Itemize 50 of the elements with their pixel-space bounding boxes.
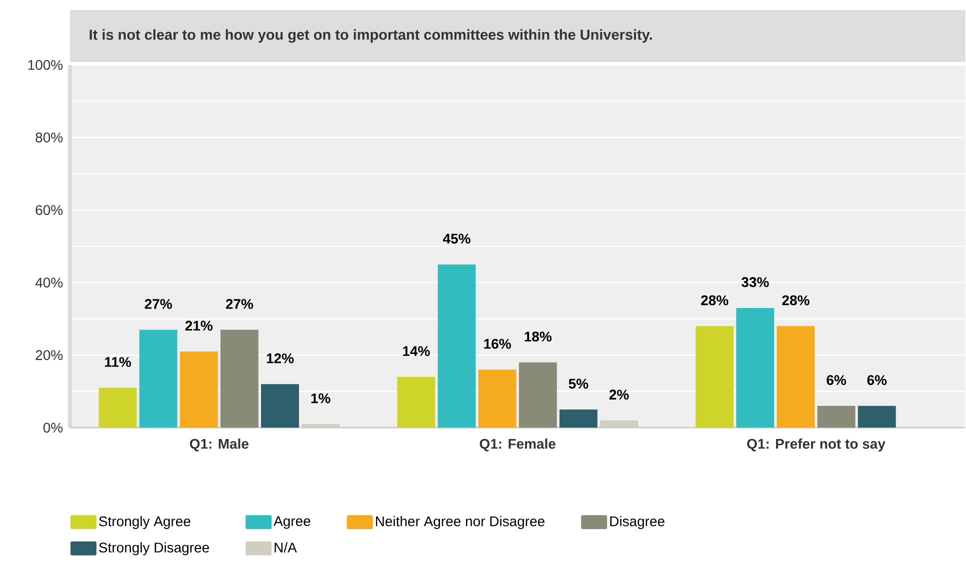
data-label: 27% [144, 299, 172, 310]
bar [302, 424, 340, 428]
bar [180, 352, 218, 428]
legend-label: Agree [274, 516, 310, 530]
data-label: 1% [311, 394, 330, 404]
data-label: 28% [782, 296, 810, 306]
bar [478, 370, 516, 428]
legend-label: N/A [274, 542, 297, 553]
legend-label: Disagree [610, 516, 664, 530]
bar [397, 377, 436, 428]
chart-title: It is not clear to me how you get on to important committees within the University. [90, 29, 652, 43]
y-tick-label: 40% [35, 278, 63, 288]
bar [518, 362, 557, 428]
bar [600, 420, 638, 428]
bar [438, 264, 476, 428]
y-tick-label: 0% [43, 422, 63, 433]
y-tick-label: 100% [28, 60, 63, 70]
x-tick-label: Q1: Male [190, 438, 248, 452]
y-tick-label: 80% [36, 132, 63, 143]
data-label: 28% [701, 296, 728, 306]
data-label: 21% [185, 320, 213, 331]
legend-label: Strongly Agree [99, 516, 190, 530]
legend-label: Neither Agree nor Disagree [376, 516, 544, 530]
data-label: 33% [742, 277, 769, 288]
data-label: 45% [442, 234, 470, 244]
bar [139, 330, 178, 428]
bar [559, 410, 598, 428]
data-label: 14% [403, 346, 430, 356]
y-tick-label: 20% [36, 350, 63, 360]
x-tick-label: Q1: Prefer not to say [747, 438, 886, 452]
data-label: 11% [105, 357, 131, 368]
y-tick-label: 60% [36, 205, 63, 216]
bar [261, 384, 300, 428]
bar [98, 388, 137, 428]
data-label: 2% [609, 390, 629, 400]
data-label: 18% [524, 332, 552, 342]
bar [220, 330, 258, 428]
legend-label: Strongly Disagree [99, 542, 209, 556]
data-label: 16% [484, 339, 511, 350]
bar [817, 406, 856, 428]
bar [736, 308, 774, 428]
bar [776, 326, 815, 428]
data-label: 12% [266, 354, 294, 364]
bar [696, 326, 734, 428]
data-label: 27% [226, 299, 254, 310]
data-label: 6% [826, 375, 846, 386]
data-label: 6% [867, 375, 887, 386]
bar [858, 406, 896, 428]
data-label: 5% [568, 379, 588, 389]
x-tick-label: Q1: Female [480, 438, 556, 452]
